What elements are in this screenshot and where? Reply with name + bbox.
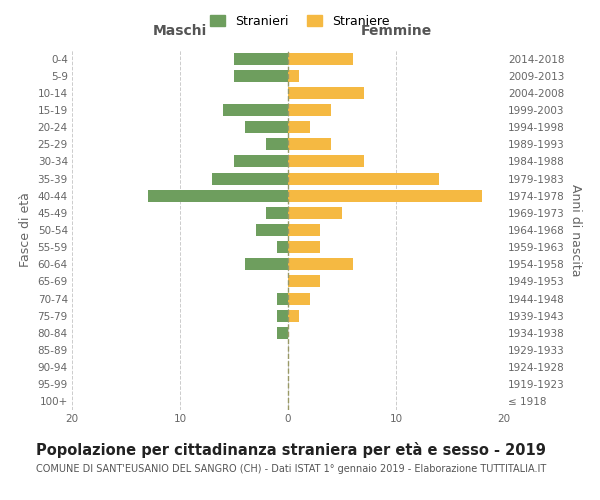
Bar: [288, 156, 364, 168]
Y-axis label: Fasce di età: Fasce di età: [19, 192, 32, 268]
Bar: [277, 292, 288, 304]
Bar: [288, 241, 320, 253]
Bar: [288, 310, 299, 322]
Bar: [212, 172, 288, 184]
Bar: [288, 190, 482, 202]
Text: Maschi: Maschi: [153, 24, 207, 38]
Bar: [288, 121, 310, 133]
Text: Femmine: Femmine: [361, 24, 431, 38]
Bar: [288, 292, 310, 304]
Text: COMUNE DI SANT'EUSANIO DEL SANGRO (CH) - Dati ISTAT 1° gennaio 2019 - Elaborazio: COMUNE DI SANT'EUSANIO DEL SANGRO (CH) -…: [36, 464, 546, 474]
Bar: [288, 104, 331, 116]
Bar: [288, 276, 320, 287]
Bar: [288, 138, 331, 150]
Bar: [234, 156, 288, 168]
Bar: [288, 52, 353, 64]
Bar: [288, 224, 320, 236]
Text: Popolazione per cittadinanza straniera per età e sesso - 2019: Popolazione per cittadinanza straniera p…: [36, 442, 546, 458]
Bar: [288, 172, 439, 184]
Bar: [288, 87, 364, 99]
Bar: [234, 70, 288, 82]
Bar: [266, 207, 288, 219]
Bar: [148, 190, 288, 202]
Bar: [288, 258, 353, 270]
Bar: [234, 52, 288, 64]
Bar: [277, 310, 288, 322]
Bar: [288, 207, 342, 219]
Bar: [277, 241, 288, 253]
Bar: [223, 104, 288, 116]
Bar: [245, 121, 288, 133]
Legend: Stranieri, Straniere: Stranieri, Straniere: [206, 11, 394, 32]
Bar: [288, 70, 299, 82]
Bar: [256, 224, 288, 236]
Y-axis label: Anni di nascita: Anni di nascita: [569, 184, 581, 276]
Bar: [266, 138, 288, 150]
Bar: [277, 327, 288, 339]
Bar: [245, 258, 288, 270]
